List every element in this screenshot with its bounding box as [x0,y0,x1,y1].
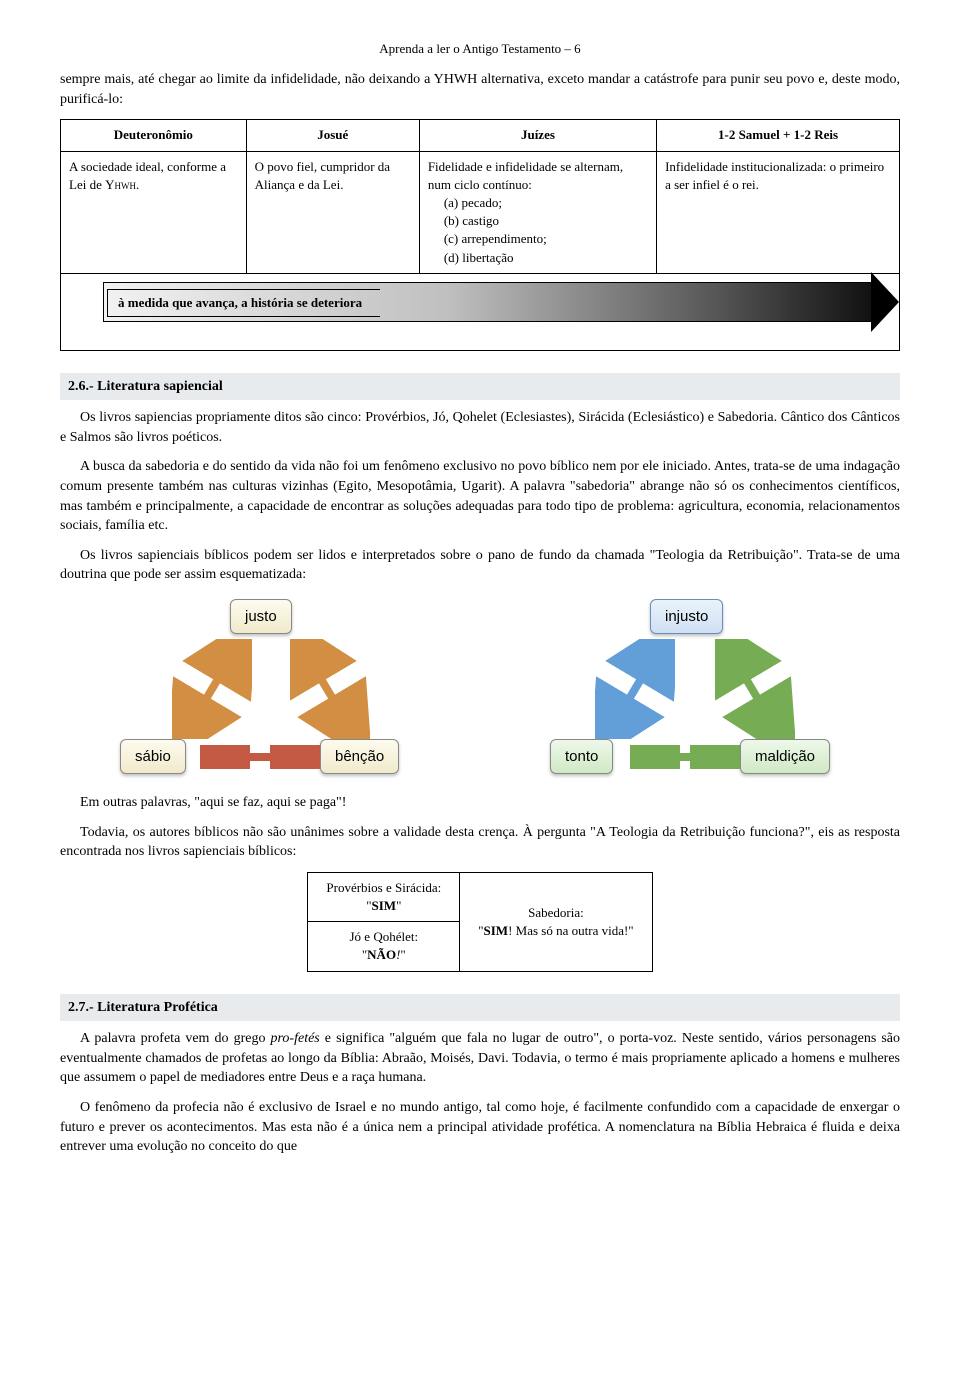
answer-title: Jó e Qohélet: [350,929,419,944]
arrow-tonto-maldicao-icon [630,745,740,769]
node-justo: justo [230,599,292,634]
node-maldicao: maldição [740,739,830,774]
answer-title: Sabedoria: [528,905,584,920]
section-27-heading: 2.7.- Literatura Profética [60,994,900,1022]
cycle-b: (b) castigo [444,213,499,228]
col-header-deut: Deuteronômio [61,120,247,151]
after-tri-p2: Todavia, os autores bíblicos não são unâ… [60,823,900,862]
node-injusto: injusto [650,599,723,634]
section-26-heading: 2.6.- Literatura sapiencial [60,373,900,401]
after-tri-p1: Em outras palavras, "aqui se faz, aqui s… [60,793,900,813]
s27-p1: A palavra profeta vem do grego pro-fetés… [60,1029,900,1088]
triangle-unjust: injusto tonto maldição [510,599,870,779]
col-header-josue: Josué [246,120,419,151]
triangle-just: justo sábio bênção [90,599,450,779]
arrow-justo-bencao-icon [290,639,370,739]
s27-p1-em: pro-fetés [271,1031,320,1046]
cycle-d: (d) libertação [444,250,514,265]
arrow-justo-sabio-icon [172,639,252,739]
arrow-sabio-bencao-icon [200,745,320,769]
answer-jo-qohelet: Jó e Qohélet: "NÃO!" [308,922,460,971]
node-bencao: bênção [320,739,399,774]
cell-josue: O povo fiel, cumpridor da Aliança e da L… [246,151,419,273]
answer-resp: SIM [484,923,509,938]
s26-p1: Os livros sapiencias propriamente ditos … [60,408,900,447]
arrow-injusto-maldicao-icon [715,639,795,739]
intro-paragraph: sempre mais, até chegar ao limite da inf… [60,70,900,109]
answer-prov-sir: Provérbios e Sirácida: "SIM" [308,872,460,921]
node-sabio: sábio [120,739,186,774]
cell-text: A sociedade ideal, conforme a Lei de Yhw… [69,159,226,192]
cell-juizes: Fidelidade e infidelidade se alternam, n… [419,151,656,273]
cell-samuel-reis: Infidelidade institucionalizada: o prime… [657,151,900,273]
arrow-cell: à medida que avança, a história se deter… [61,273,900,350]
s27-p1a: A palavra profeta vem do grego [80,1031,271,1046]
s26-p2: A busca da sabedoria e do sentido da vid… [60,457,900,535]
s27-p2: O fenômeno da profecia não é exclusivo d… [60,1098,900,1157]
s26-p3: Os livros sapienciais bíblicos podem ser… [60,546,900,585]
answer-resp: SIM [372,898,397,913]
cell-text: Fidelidade e infidelidade se alternam, n… [428,159,623,192]
col-header-juizes: Juízes [419,120,656,151]
cycle-a: (a) pecado; [444,195,502,210]
answer-sabedoria: Sabedoria: "SIM! Mas só na outra vida!" [460,872,652,971]
node-tonto: tonto [550,739,613,774]
cycle-c: (c) arrependimento; [444,231,547,246]
answer-title: Provérbios e Sirácida: [326,880,441,895]
arrow-injusto-tonto-icon [595,639,675,739]
books-table: Deuteronômio Josué Juízes 1-2 Samuel + 1… [60,119,900,350]
answer-resp: NÃO [367,947,396,962]
deterioration-arrow: à medida que avança, a história se deter… [61,274,899,330]
col-header-samuel-reis: 1-2 Samuel + 1-2 Reis [657,120,900,151]
arrow-caption: à medida que avança, a história se deter… [107,289,380,317]
retribution-diagram: justo sábio bênção injusto tonto maldiçã… [60,599,900,779]
cell-deut: A sociedade ideal, conforme a Lei de Yhw… [61,151,247,273]
answers-table: Provérbios e Sirácida: "SIM" Sabedoria: … [307,872,652,972]
arrow-head-icon [871,272,899,332]
page-header: Aprenda a ler o Antigo Testamento – 6 [60,40,900,58]
